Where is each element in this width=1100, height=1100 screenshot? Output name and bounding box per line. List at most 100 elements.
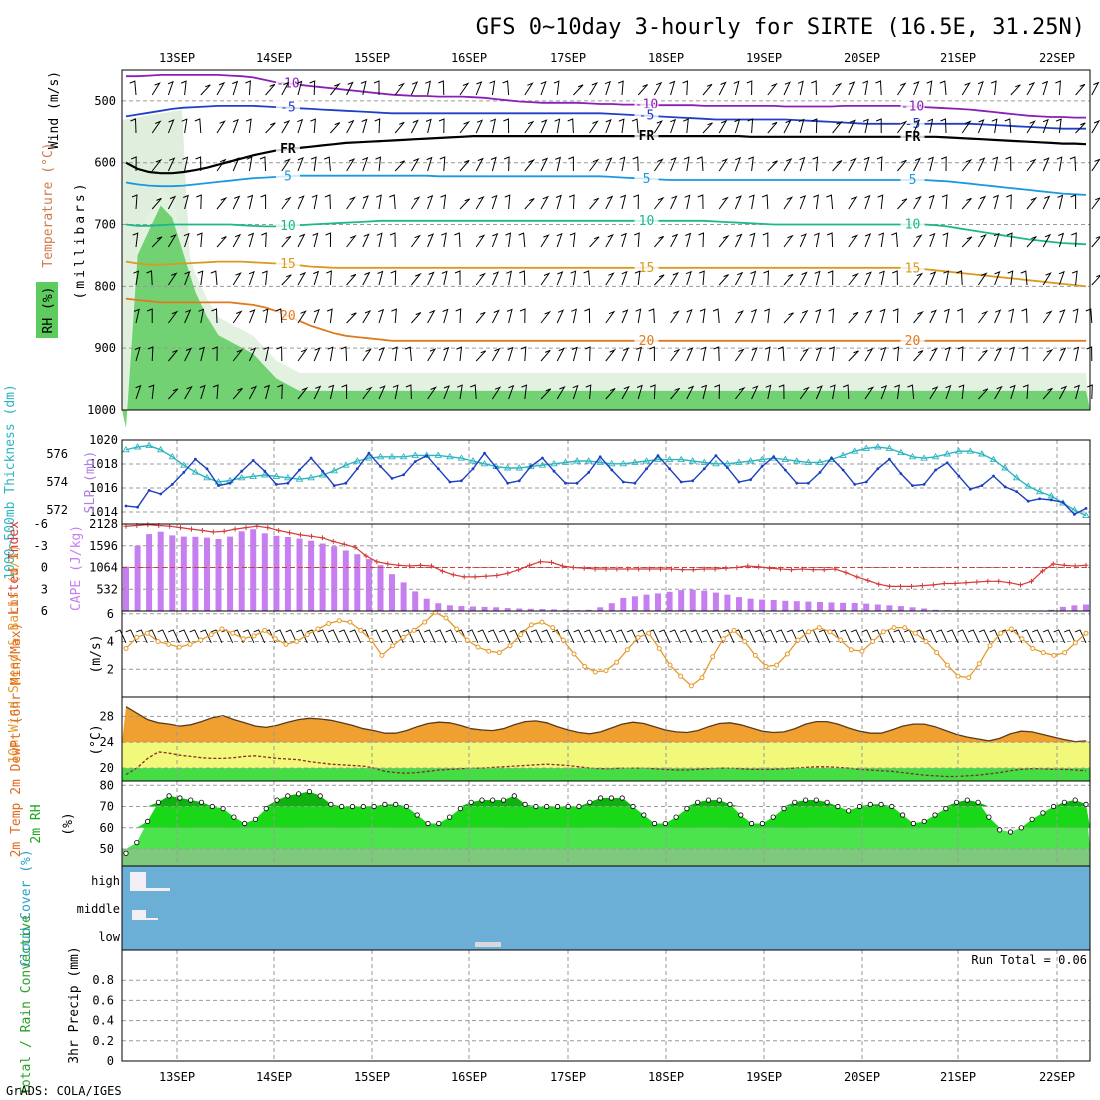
lifted-marker <box>232 526 238 532</box>
wind-barb <box>961 158 973 172</box>
wind-barb <box>875 80 882 96</box>
temp-band-yellow <box>122 742 1090 769</box>
wind-barb <box>567 118 574 134</box>
wind-barb <box>583 270 591 286</box>
slp-marker <box>124 504 128 508</box>
lifted-marker <box>876 581 882 587</box>
wind-barb <box>670 118 677 134</box>
wind-barb <box>245 80 251 96</box>
wind-barb <box>913 119 921 134</box>
wind-barb <box>377 270 384 286</box>
cape-bar <box>562 609 569 611</box>
wind-barb <box>734 118 741 134</box>
wind-barb <box>326 270 332 286</box>
lifted-tick-label: -6 <box>34 517 48 531</box>
lifted-marker <box>745 563 751 569</box>
wind-barb <box>698 232 705 248</box>
wind-barb-10m <box>488 629 500 644</box>
wind-barb <box>991 118 998 134</box>
cape-bar <box>493 607 500 611</box>
wind-barb <box>701 384 708 400</box>
rh-marker <box>188 797 194 803</box>
wind-speed-marker <box>358 627 364 633</box>
wind-barb-10m <box>1053 629 1066 644</box>
wind-barb <box>131 194 138 210</box>
cape-bar <box>701 590 708 611</box>
lifted-marker <box>799 566 805 572</box>
cape-bar <box>215 539 222 611</box>
thickness-axis-label: 1000~500mb Thickness (dm) <box>3 384 18 580</box>
lifted-tick-label: 6 <box>41 604 48 618</box>
wind-barb-10m <box>114 629 127 644</box>
wind-barb <box>441 232 447 248</box>
wind-barb <box>1087 384 1093 400</box>
precip-tick-label: 0 <box>107 1054 114 1068</box>
wind-barb <box>524 158 536 172</box>
cape-bar <box>261 533 268 611</box>
wind-barb-10m <box>530 629 543 644</box>
wind-barb <box>686 385 695 400</box>
lifted-marker <box>396 562 402 568</box>
wind-barb <box>929 271 937 286</box>
rh-marker <box>921 818 927 825</box>
wind-barb <box>135 384 142 400</box>
wind-barb <box>718 81 727 96</box>
slp-marker <box>344 481 348 485</box>
thickness-marker <box>457 454 466 461</box>
thickness-marker <box>203 473 211 481</box>
wind-barb <box>783 157 793 172</box>
wind-barb-10m <box>840 629 852 644</box>
lifted-marker <box>636 566 642 572</box>
rh-marker <box>554 803 561 810</box>
wind-barb <box>1086 346 1093 362</box>
thickness-tick-label: 572 <box>46 503 68 517</box>
lifted-marker <box>538 559 543 565</box>
lifted-tick-label: 0 <box>41 561 48 575</box>
temp-tick-label: 28 <box>100 709 114 723</box>
wind-barb <box>184 271 191 286</box>
lifted-marker <box>330 538 336 544</box>
slp-tick-label: 1014 <box>89 505 118 519</box>
rh-marker <box>943 805 949 812</box>
wind-barb-10m <box>136 629 148 644</box>
wind-barb-10m <box>765 629 778 644</box>
wind-barb <box>620 232 627 248</box>
wind-barb <box>864 386 875 400</box>
cape-bar <box>331 546 338 611</box>
wind-barb <box>540 349 551 362</box>
wind-barb-10m <box>402 629 415 644</box>
slp-marker <box>992 474 995 478</box>
wind-barb <box>216 158 227 172</box>
wind-barb <box>311 194 318 210</box>
wind-barb-10m <box>669 629 682 644</box>
wind-barb <box>799 195 807 210</box>
wind-barb <box>944 346 951 362</box>
lifted-marker <box>516 567 522 573</box>
wind-barb <box>799 386 810 400</box>
cape-bar <box>389 574 395 611</box>
wind-barb <box>880 385 888 400</box>
x-tick-label-bottom: 20SEP <box>844 1070 880 1084</box>
thickness-marker <box>746 457 755 464</box>
isotherm-label-bg <box>275 168 300 184</box>
wind-barb <box>570 270 577 286</box>
wind-barb <box>245 118 252 134</box>
rh-marker <box>608 795 615 801</box>
rh-marker <box>360 803 366 810</box>
wind-barb <box>196 194 202 210</box>
wind-barb <box>425 118 432 134</box>
wind-barb <box>376 232 383 248</box>
slp-marker <box>1049 498 1053 502</box>
lifted-marker <box>669 566 674 572</box>
wind-speed-marker <box>518 632 524 638</box>
rh-marker <box>997 827 1003 833</box>
wind-speed-marker <box>1072 640 1078 646</box>
cape-bar <box>655 593 661 611</box>
wind-speed-marker <box>923 639 929 644</box>
temp-area <box>122 706 1090 743</box>
slp-marker <box>251 459 255 462</box>
thickness-marker <box>295 475 304 482</box>
wind-speed-marker <box>806 629 812 635</box>
lifted-marker <box>439 568 445 574</box>
